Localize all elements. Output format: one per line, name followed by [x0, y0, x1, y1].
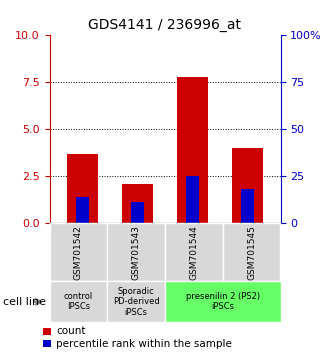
Bar	[67, 154, 98, 223]
Bar	[131, 202, 144, 223]
Bar	[43, 340, 51, 347]
Bar	[178, 77, 208, 223]
Text: GSM701545: GSM701545	[247, 225, 256, 280]
Text: GSM701544: GSM701544	[189, 225, 198, 280]
Text: count: count	[56, 326, 85, 336]
Bar	[232, 148, 263, 223]
Bar	[186, 176, 199, 223]
Text: percentile rank within the sample: percentile rank within the sample	[56, 339, 232, 349]
Text: cell line: cell line	[3, 297, 46, 307]
Text: GSM701542: GSM701542	[74, 225, 83, 280]
Bar	[77, 197, 88, 223]
Text: presenilin 2 (PS2)
iPSCs: presenilin 2 (PS2) iPSCs	[186, 292, 260, 312]
Bar	[122, 184, 152, 223]
Title: GDS4141 / 236996_at: GDS4141 / 236996_at	[88, 18, 242, 32]
Bar	[43, 328, 51, 335]
Text: GSM701543: GSM701543	[132, 225, 141, 280]
Text: Sporadic
PD-derived
iPSCs: Sporadic PD-derived iPSCs	[113, 287, 159, 317]
Text: control
IPSCs: control IPSCs	[64, 292, 93, 312]
Bar	[242, 189, 253, 223]
